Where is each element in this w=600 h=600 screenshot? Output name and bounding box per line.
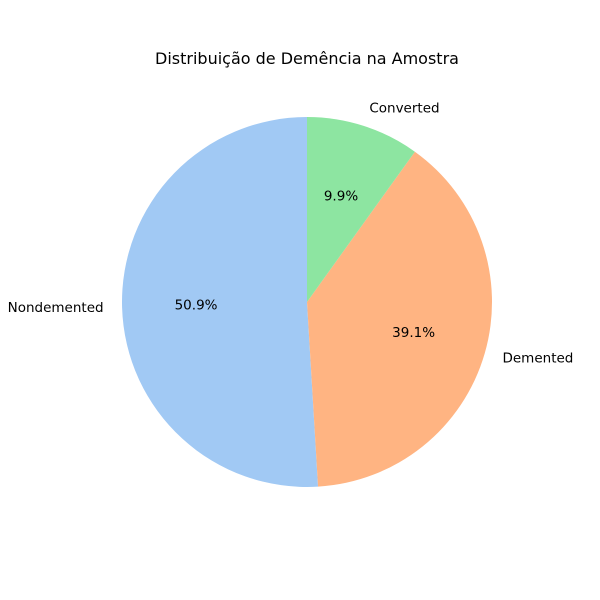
- slice-label-demented: Demented: [502, 351, 573, 367]
- slice-percent-converted: 9.9%: [324, 188, 358, 204]
- pie-slice-converted: [307, 117, 415, 302]
- slice-label-nondemented: Nondemented: [8, 300, 104, 316]
- chart-title: Distribuição de Demência na Amostra: [155, 49, 459, 68]
- slice-percent-demented: 39.1%: [392, 325, 435, 341]
- pie-slice-demented: [307, 151, 492, 487]
- pie-labels: Nondemented 50.9% Demented 39.1% Converted 9.…: [8, 100, 574, 366]
- slice-label-converted: Converted: [369, 100, 439, 116]
- pie-slices: [121, 117, 492, 488]
- pie-slice-nondemented: [121, 117, 319, 488]
- slice-percent-nondemented: 50.9%: [175, 297, 218, 313]
